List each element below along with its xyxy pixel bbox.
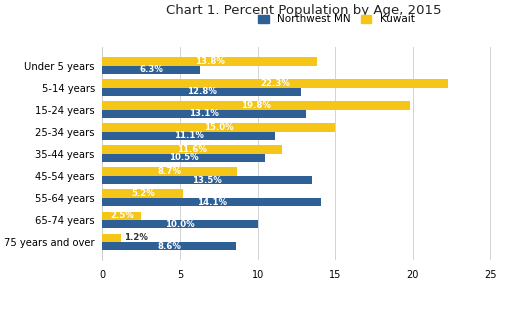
Bar <box>102 198 321 206</box>
Text: 11.1%: 11.1% <box>173 131 203 140</box>
Bar <box>102 145 282 154</box>
Bar <box>102 212 141 220</box>
Text: 15.0%: 15.0% <box>204 123 233 132</box>
Text: 22.3%: 22.3% <box>260 79 290 88</box>
Text: 1.2%: 1.2% <box>124 233 148 242</box>
Bar <box>102 189 183 198</box>
Text: 8.7%: 8.7% <box>158 167 182 176</box>
Bar <box>102 110 305 118</box>
Text: 13.1%: 13.1% <box>189 109 218 118</box>
Bar <box>102 132 274 140</box>
Bar <box>102 154 265 162</box>
Text: 13.5%: 13.5% <box>192 176 221 184</box>
Bar <box>102 101 409 110</box>
Text: 13.8%: 13.8% <box>194 57 224 66</box>
Text: 2.5%: 2.5% <box>110 211 133 220</box>
Bar <box>102 176 312 184</box>
Text: 5.2%: 5.2% <box>131 189 154 198</box>
Bar <box>102 57 316 66</box>
Bar <box>102 123 334 132</box>
Text: 6.3%: 6.3% <box>139 65 163 74</box>
Text: 10.5%: 10.5% <box>169 154 199 163</box>
Legend: Northwest MN, Kuwait: Northwest MN, Kuwait <box>258 14 414 24</box>
Bar <box>102 168 237 176</box>
Bar <box>102 88 300 96</box>
Bar <box>102 220 257 228</box>
Text: 10.0%: 10.0% <box>165 220 194 229</box>
Text: 12.8%: 12.8% <box>186 87 216 96</box>
Bar <box>102 242 235 250</box>
Text: 11.6%: 11.6% <box>177 145 207 154</box>
Title: Chart 1. Percent Population by Age, 2015: Chart 1. Percent Population by Age, 2015 <box>166 4 441 17</box>
Text: 14.1%: 14.1% <box>196 197 227 207</box>
Text: 8.6%: 8.6% <box>157 242 181 251</box>
Bar <box>102 66 200 74</box>
Bar <box>102 234 121 242</box>
Text: 19.8%: 19.8% <box>241 101 270 110</box>
Bar <box>102 79 447 88</box>
